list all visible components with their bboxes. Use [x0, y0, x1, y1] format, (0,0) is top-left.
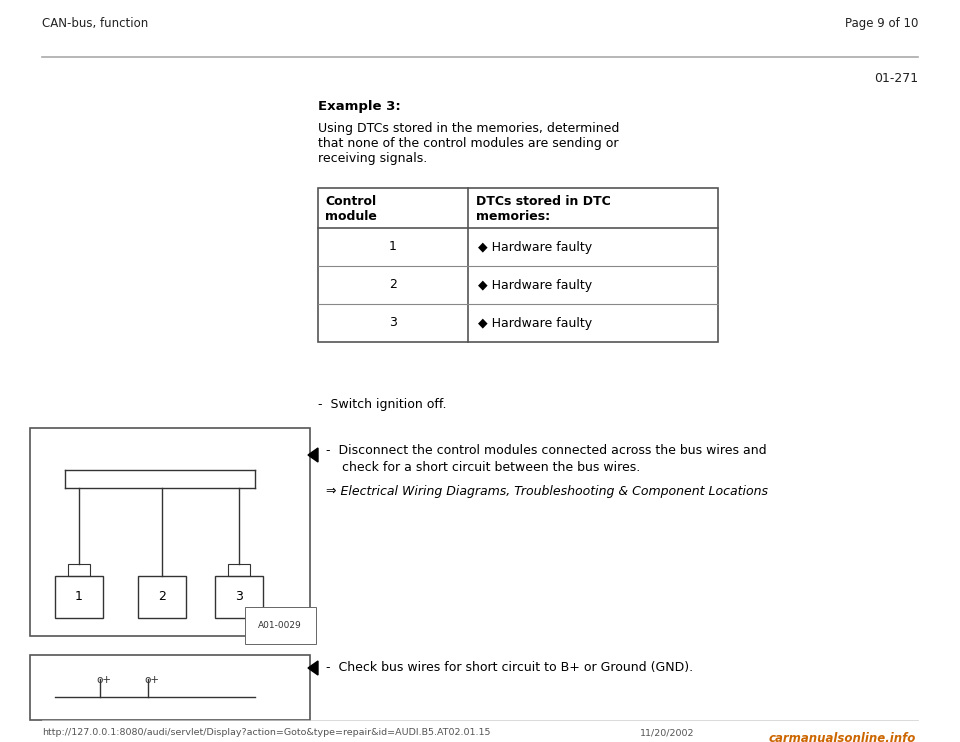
Polygon shape: [308, 661, 318, 675]
Text: ⇒ Electrical Wiring Diagrams, Troubleshooting & Component Locations: ⇒ Electrical Wiring Diagrams, Troublesho…: [326, 485, 768, 498]
Text: Using DTCs stored in the memories, determined
that none of the control modules a: Using DTCs stored in the memories, deter…: [318, 122, 619, 165]
Text: Page 9 of 10: Page 9 of 10: [845, 17, 918, 30]
Text: http://127.0.0.1:8080/audi/servlet/Display?action=Goto&type=repair&id=AUDI.B5.AT: http://127.0.0.1:8080/audi/servlet/Displ…: [42, 728, 491, 737]
Text: 1: 1: [75, 591, 83, 603]
Bar: [138, 576, 186, 618]
Text: DTCs stored in DTC
memories:: DTCs stored in DTC memories:: [476, 195, 611, 223]
Text: Control
module: Control module: [325, 195, 377, 223]
Bar: [215, 576, 263, 618]
Text: ◆ Hardware faulty: ◆ Hardware faulty: [478, 241, 592, 254]
Bar: [30, 428, 310, 636]
Text: o+: o+: [96, 675, 111, 685]
Text: Example 3:: Example 3:: [318, 100, 400, 113]
Text: 01-271: 01-271: [874, 72, 918, 85]
Bar: [55, 576, 103, 618]
Text: o+: o+: [144, 675, 159, 685]
Text: -  Disconnect the control modules connected across the bus wires and: - Disconnect the control modules connect…: [326, 444, 767, 457]
Text: ◆ Hardware faulty: ◆ Hardware faulty: [478, 317, 592, 330]
Bar: [68, 564, 90, 576]
Text: 11/20/2002: 11/20/2002: [640, 728, 694, 737]
Bar: [228, 564, 250, 576]
Text: CAN-bus, function: CAN-bus, function: [42, 17, 148, 30]
Text: A01-0029: A01-0029: [258, 621, 302, 630]
Text: carmanualsonline.info: carmanualsonline.info: [769, 732, 916, 742]
Text: 2: 2: [158, 591, 166, 603]
Text: 3: 3: [235, 591, 243, 603]
Bar: [318, 188, 718, 342]
Text: -  Switch ignition off.: - Switch ignition off.: [318, 398, 446, 411]
Text: check for a short circuit between the bus wires.: check for a short circuit between the bu…: [326, 461, 640, 474]
Text: 3: 3: [389, 317, 396, 329]
Text: ◆ Hardware faulty: ◆ Hardware faulty: [478, 279, 592, 292]
Text: -  Check bus wires for short circuit to B+ or Ground (GND).: - Check bus wires for short circuit to B…: [326, 661, 693, 674]
Polygon shape: [308, 448, 318, 462]
Text: 2: 2: [389, 278, 396, 292]
Text: 1: 1: [389, 240, 396, 254]
Bar: [30, 655, 310, 720]
